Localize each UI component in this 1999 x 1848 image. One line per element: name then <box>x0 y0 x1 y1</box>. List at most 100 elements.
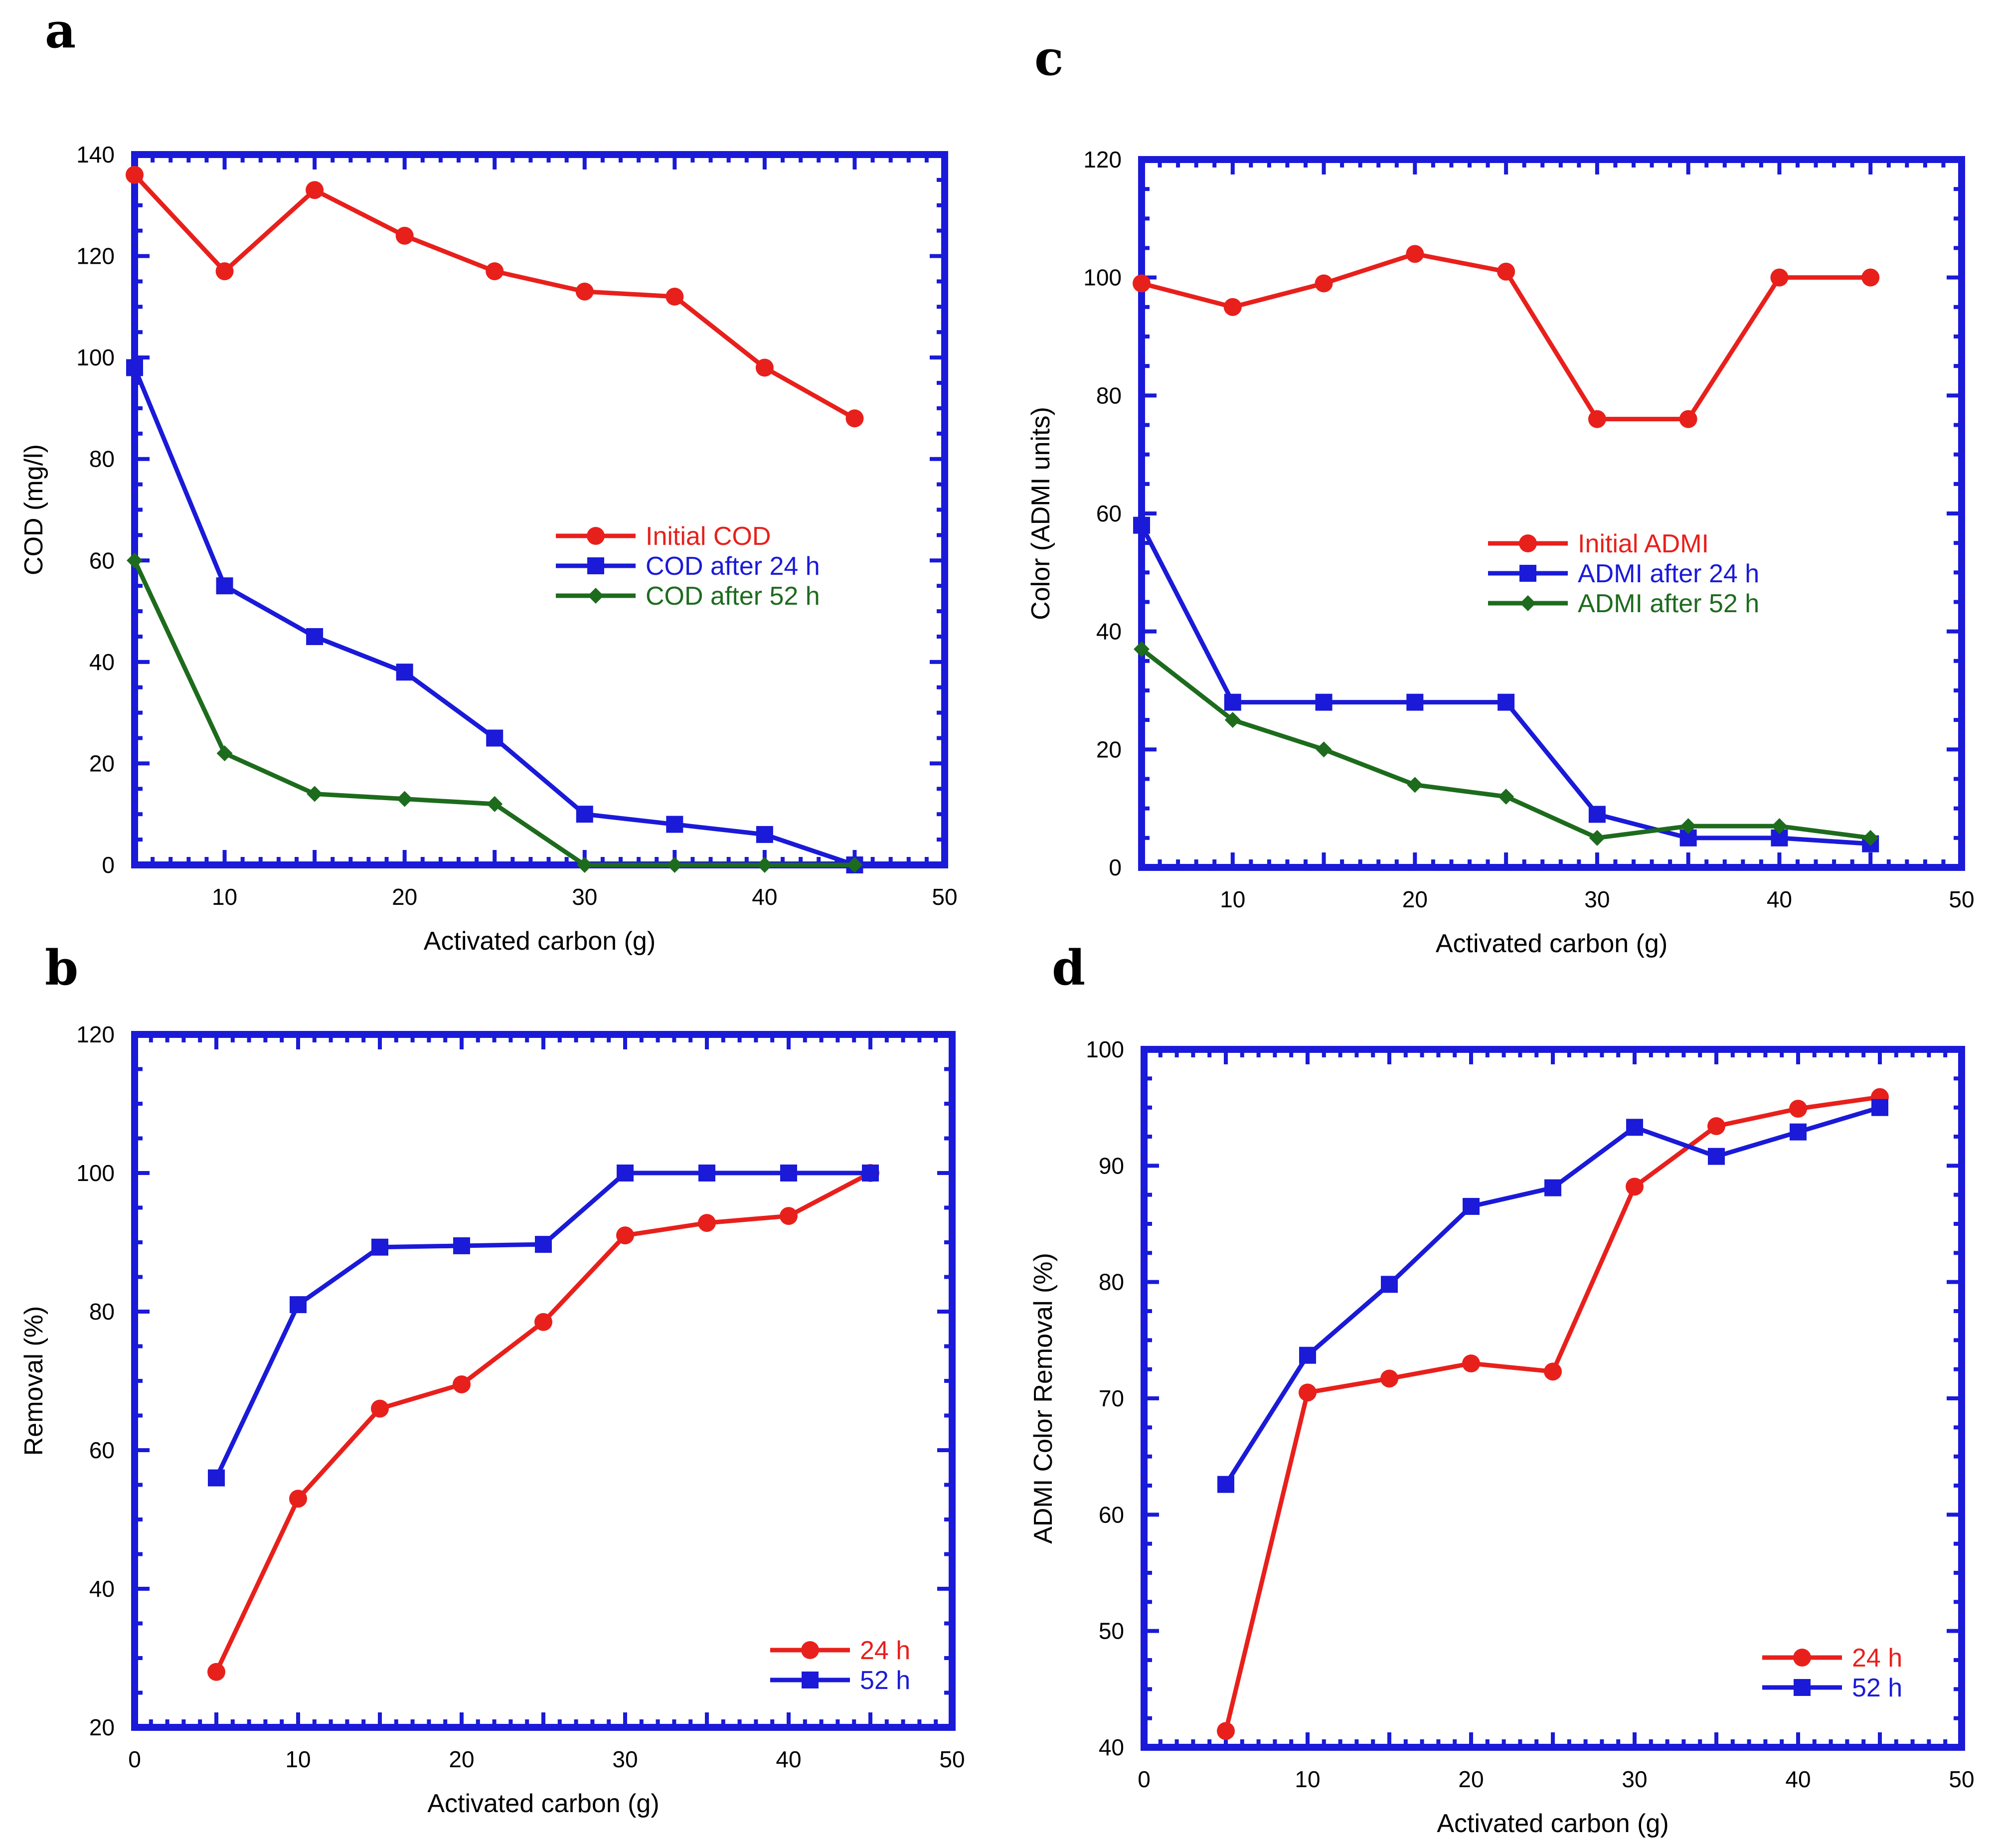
y-tick-label: 40 <box>89 1576 115 1602</box>
data-point <box>1497 262 1515 281</box>
y-tick-label: 60 <box>89 1437 115 1463</box>
data-point <box>1588 410 1606 428</box>
y-tick-label: 40 <box>1096 619 1122 645</box>
data-point <box>755 358 774 377</box>
panel-letter-a: a <box>45 2 76 59</box>
data-point <box>208 1469 225 1487</box>
data-point <box>1381 1276 1398 1293</box>
data-point <box>453 1237 470 1254</box>
data-point <box>1679 410 1697 428</box>
y-tick-label: 100 <box>76 1160 115 1186</box>
data-point <box>1588 806 1606 823</box>
data-point <box>207 1663 225 1681</box>
data-point <box>216 745 233 762</box>
data-point <box>306 628 324 645</box>
y-tick-label: 20 <box>89 750 115 776</box>
data-point <box>395 226 414 245</box>
data-point <box>1315 693 1333 711</box>
legend-label: 52 h <box>860 1666 910 1695</box>
data-point <box>576 806 593 823</box>
legend-marker <box>588 588 604 604</box>
data-point <box>1790 1123 1807 1141</box>
legend-label: Initial COD <box>646 522 771 551</box>
data-point <box>1463 1198 1480 1215</box>
x-axis-title: Activated carbon (g) <box>1437 1809 1668 1838</box>
legend-marker <box>1793 1649 1811 1667</box>
legend-label: COD after 24 h <box>646 552 820 581</box>
y-tick-label: 60 <box>1096 501 1122 526</box>
x-tick-label: 20 <box>392 884 417 910</box>
y-tick-label: 50 <box>1099 1618 1124 1644</box>
data-point <box>1380 1369 1398 1388</box>
panel-a: 10 20 30 40 50 0 20 40 60 80 100 120 140 Activated ca… <box>19 142 958 956</box>
y-tick-label: 140 <box>76 142 115 168</box>
data-point <box>1589 830 1605 846</box>
y-tick-label: 100 <box>1083 265 1122 291</box>
legend-label: Initial ADMI <box>1578 529 1709 558</box>
y-axis-title: Removal (%) <box>19 1306 48 1456</box>
data-point <box>371 1399 389 1418</box>
series-52-h <box>1217 1099 1888 1493</box>
legend-label: 24 h <box>1852 1644 1902 1673</box>
x-tick-label: 0 <box>1138 1766 1151 1792</box>
data-point <box>756 857 773 873</box>
data-point <box>862 1165 879 1181</box>
panel-c: 10 20 30 40 50 0 20 40 60 80 100 120 Activated carbo… <box>1026 147 1975 958</box>
series-cod-after-52-h <box>127 552 863 873</box>
y-tick-label: 100 <box>76 344 115 370</box>
data-point <box>486 729 503 747</box>
data-point <box>1544 1179 1561 1196</box>
y-tick-label: 80 <box>89 446 115 472</box>
legend-marker <box>1520 595 1536 611</box>
data-point <box>780 1207 798 1225</box>
data-point <box>396 791 413 807</box>
y-tick-label: 100 <box>1086 1036 1124 1062</box>
x-tick-label: 40 <box>776 1746 801 1772</box>
data-point <box>396 664 413 681</box>
x-tick-label: 40 <box>1767 886 1792 912</box>
data-point <box>1299 1346 1316 1364</box>
x-tick-label: 20 <box>449 1746 474 1772</box>
data-point <box>306 181 324 199</box>
y-axis-title: COD (mg/l) <box>19 444 48 575</box>
data-point <box>290 1296 307 1314</box>
data-point <box>845 409 864 428</box>
legend-marker <box>802 1672 819 1688</box>
data-point <box>666 857 683 873</box>
data-point <box>1217 1476 1234 1493</box>
series-admi-after-52-h <box>1134 641 1879 846</box>
data-point <box>1544 1362 1562 1381</box>
x-tick-label: 20 <box>1402 886 1428 912</box>
x-tick-label: 10 <box>212 884 237 910</box>
y-tick-label: 0 <box>1109 854 1122 880</box>
panel-b: 0 10 20 30 40 50 20 40 60 80 100 120 Activated carbo… <box>19 1021 965 1818</box>
y-tick-label: 20 <box>1096 736 1122 762</box>
data-point <box>1861 268 1880 287</box>
y-tick-label: 70 <box>1099 1385 1124 1411</box>
x-axis-title: Activated carbon (g) <box>424 927 656 956</box>
legend-label: ADMI after 52 h <box>1578 589 1759 618</box>
x-tick-label: 10 <box>285 1746 311 1772</box>
y-tick-label: 120 <box>76 243 115 269</box>
panel-letter-d: d <box>1052 940 1085 996</box>
legend-b: 24 h52 h <box>770 1636 910 1695</box>
y-tick-label: 80 <box>1099 1269 1124 1295</box>
data-point <box>756 826 773 843</box>
x-tick-label: 10 <box>1295 1766 1320 1792</box>
data-point <box>780 1165 797 1181</box>
legend-label: ADMI after 24 h <box>1578 559 1759 588</box>
data-point <box>1707 1117 1725 1135</box>
x-tick-label: 30 <box>1584 886 1610 912</box>
data-point <box>307 786 323 802</box>
data-point <box>698 1214 716 1232</box>
data-point <box>1771 818 1788 835</box>
data-point <box>1462 1354 1480 1372</box>
series-52-h <box>208 1165 879 1487</box>
data-point <box>371 1238 388 1256</box>
data-point <box>1680 818 1696 835</box>
data-point <box>453 1375 471 1393</box>
x-tick-label: 40 <box>1785 1766 1811 1792</box>
data-point <box>1406 245 1424 263</box>
